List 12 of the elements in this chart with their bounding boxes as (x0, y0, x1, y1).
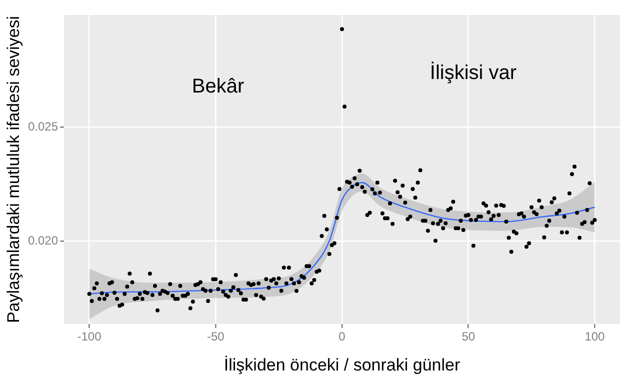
y-axis-title: Paylaşımlardaki mutluluk ifadesi seviyesi (4, 16, 23, 324)
x-tick-label: 100 (584, 330, 606, 344)
x-tick-label: -50 (206, 330, 225, 344)
x-tick-label: -100 (77, 330, 102, 344)
annotation: İlişkisi var (430, 61, 517, 84)
y-tick-label: 0.020 (28, 233, 58, 248)
x-tick-label: 0 (338, 330, 346, 344)
x-tick-label: 50 (462, 330, 476, 344)
annotation: Bekâr (192, 76, 244, 98)
x-axis-title: İlişkiden önceki / sonraki günler (224, 355, 460, 374)
y-tick-label: 0.025 (28, 119, 58, 134)
line-series (88, 182, 596, 294)
